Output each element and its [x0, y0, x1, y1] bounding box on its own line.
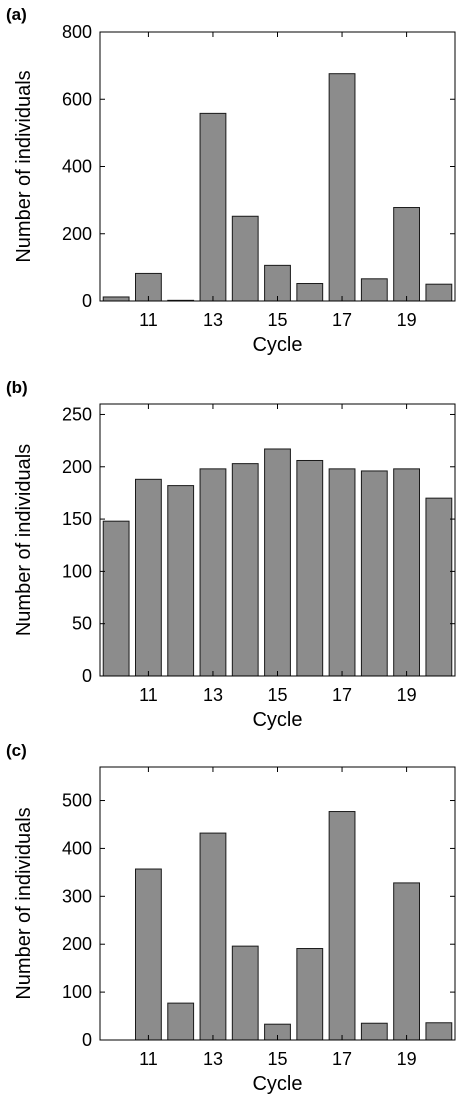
panel-label: (b) — [6, 378, 28, 397]
bar-cycle-11 — [135, 868, 162, 1041]
x-tick-label: 17 — [332, 1049, 352, 1069]
bar-cycle-13 — [199, 468, 227, 677]
x-tick-label: 17 — [332, 685, 352, 705]
y-tick-label: 800 — [62, 22, 92, 42]
x-tick-label: 15 — [267, 310, 287, 330]
bar-cycle-17 — [328, 73, 356, 302]
y-tick-label: 200 — [62, 934, 92, 954]
bar-cycle-16 — [296, 948, 324, 1041]
bar-cycle-14 — [231, 215, 259, 302]
x-tick-label: 13 — [203, 685, 223, 705]
bar-cycle-17 — [328, 468, 356, 677]
x-tick-label: 11 — [139, 685, 158, 705]
bar-cycle-14 — [231, 945, 259, 1041]
x-tick-label: 15 — [267, 685, 287, 705]
y-axis-title: Number of individuals — [13, 70, 35, 262]
bar-cycle-15 — [264, 264, 291, 302]
x-tick-label: 17 — [332, 310, 352, 330]
y-tick-label: 150 — [62, 509, 92, 529]
x-tick-label: 11 — [139, 310, 158, 330]
bar-cycle-12 — [167, 485, 195, 677]
chart-panel-3: (c) 0 100 200 300 400 500 11 13 15 17 19 Cycle Number… — [6, 741, 456, 1095]
x-tick-label: 13 — [203, 310, 223, 330]
bar-cycle-20 — [425, 497, 453, 677]
panel-label: (a) — [6, 5, 27, 24]
x-tick-label: 19 — [397, 310, 417, 330]
y-tick-label: 200 — [62, 224, 92, 244]
bar-cycle-10 — [102, 520, 130, 677]
bar-cycle-13 — [199, 112, 227, 302]
y-tick-label: 250 — [62, 404, 92, 424]
bar-cycle-11 — [135, 478, 162, 677]
y-tick-label: 300 — [62, 886, 92, 906]
x-tick-label: 13 — [203, 1049, 223, 1069]
panel-label: (c) — [6, 741, 27, 760]
bar-cycle-20 — [425, 1022, 453, 1041]
bar-cycle-19 — [393, 882, 420, 1041]
bar-cycle-14 — [231, 463, 259, 677]
bar-cycle-19 — [393, 468, 420, 677]
bar-cycle-16 — [296, 283, 324, 302]
y-tick-label: 600 — [62, 89, 92, 109]
y-tick-label: 200 — [62, 457, 92, 477]
bar-cycle-13 — [199, 832, 227, 1041]
bar-cycle-16 — [296, 459, 324, 677]
x-tick-label: 19 — [397, 1049, 417, 1069]
bar-cycle-15 — [264, 448, 291, 677]
x-axis-title: Cycle — [252, 334, 302, 356]
y-tick-label: 50 — [72, 614, 92, 634]
bar-cycle-18 — [360, 470, 388, 677]
chart-panel-2: (b) 0 50 100 150 200 250 11 13 15 17 19 Cycle Number … — [6, 378, 456, 731]
bar-cycle-17 — [328, 811, 356, 1041]
x-axis-title: Cycle — [252, 1073, 302, 1095]
bar-cycle-12 — [167, 1002, 195, 1041]
y-axis-title: Number of individuals — [13, 807, 35, 999]
bar-cycle-18 — [360, 278, 388, 302]
y-tick-label: 0 — [82, 291, 92, 311]
y-tick-label: 0 — [82, 1030, 92, 1050]
y-tick-label: 500 — [62, 791, 92, 811]
bar-cycle-20 — [425, 283, 453, 302]
x-tick-label: 19 — [397, 685, 417, 705]
x-tick-label: 11 — [139, 1049, 158, 1069]
y-axis-title: Number of individuals — [13, 444, 35, 636]
y-tick-label: 100 — [62, 561, 92, 581]
y-tick-label: 0 — [82, 666, 92, 686]
chart-panel-1: (a) 0 200 400 600 800 11 13 15 17 19 Cycle Number of… — [6, 5, 456, 356]
x-axis-title: Cycle — [252, 709, 302, 731]
x-tick-label: 15 — [267, 1049, 287, 1069]
bar-cycle-18 — [360, 1022, 388, 1041]
y-tick-label: 400 — [62, 157, 92, 177]
bar-cycle-10 — [102, 296, 130, 302]
y-tick-label: 400 — [62, 838, 92, 858]
bar-cycle-19 — [393, 207, 420, 302]
y-tick-label: 100 — [62, 982, 92, 1002]
